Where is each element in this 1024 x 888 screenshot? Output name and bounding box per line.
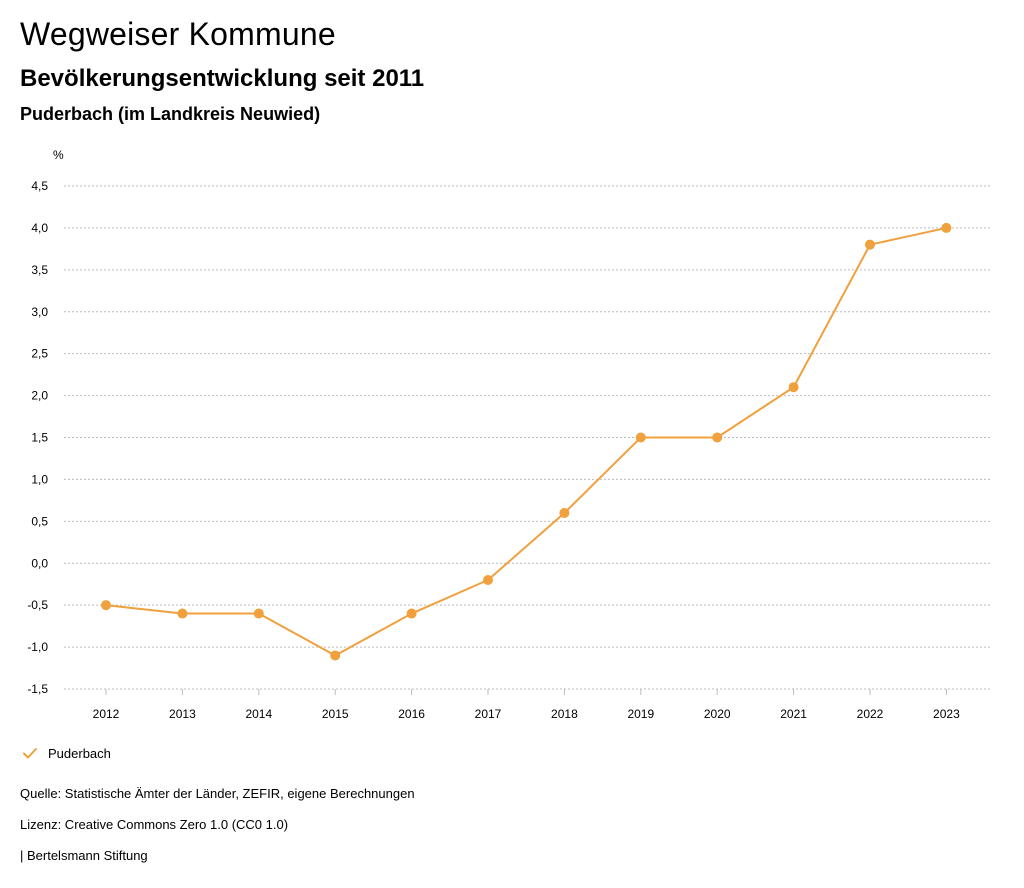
x-tick-label: 2016 — [398, 707, 425, 721]
legend[interactable]: Puderbach — [22, 745, 111, 761]
checkmark-icon — [23, 748, 37, 759]
data-point[interactable] — [712, 432, 723, 443]
y-tick-label: 0,5 — [31, 514, 48, 528]
data-point[interactable] — [788, 382, 799, 393]
x-tick-label: 2017 — [475, 707, 502, 721]
y-tick-label: 0,0 — [31, 556, 48, 570]
y-tick-label: 3,0 — [31, 305, 48, 319]
license-note: Lizenz: Creative Commons Zero 1.0 (CC0 1… — [20, 817, 289, 832]
data-point[interactable] — [635, 432, 646, 443]
y-tick-label: -1,5 — [27, 682, 48, 696]
x-tick-label: 2018 — [551, 707, 578, 721]
data-point[interactable] — [253, 608, 264, 619]
data-point[interactable] — [559, 507, 570, 518]
data-point[interactable] — [330, 650, 341, 661]
y-tick-label: 1,0 — [31, 472, 48, 486]
x-tick-label: 2021 — [780, 707, 807, 721]
x-tick-label: 2023 — [933, 707, 960, 721]
legend-item-label: Puderbach — [48, 745, 111, 761]
publisher-note: | Bertelsmann Stiftung — [20, 848, 148, 863]
chart-subtitle: Bevölkerungsentwicklung seit 2011 — [20, 65, 425, 92]
data-point[interactable] — [101, 600, 111, 611]
y-tick-label: -1,0 — [27, 640, 48, 654]
y-axis-tick-labels: 4,5 4,0 3,5 3,0 2,5 2,0 1,5 1,0 0,5 0,0 -0,5 -1,0 -1… — [27, 179, 48, 696]
y-axis-unit-label: % — [53, 148, 64, 162]
x-axis-tick-labels: 2012 2013 2014 2015 2016 2017 2018 2019 2020 2021… — [93, 689, 960, 721]
y-tick-label: 3,5 — [31, 263, 48, 277]
x-tick-label: 2014 — [245, 707, 272, 721]
y-tick-label: 1,5 — [31, 431, 48, 445]
page-title: Wegweiser Kommune — [20, 16, 336, 52]
series-puderbach — [101, 222, 952, 661]
series-line — [105, 226, 947, 657]
x-tick-label: 2019 — [627, 707, 654, 721]
x-tick-label: 2022 — [857, 707, 884, 721]
data-point[interactable] — [177, 608, 188, 619]
line-chart: 4,5 4,0 3,5 3,0 2,5 2,0 1,5 1,0 0,5 0,0 -0,5 -1,0 -1… — [27, 148, 990, 721]
source-note: Quelle: Statistische Ämter der Länder, Z… — [20, 786, 415, 801]
region-label: Puderbach (im Landkreis Neuwied) — [20, 104, 321, 124]
data-point[interactable] — [865, 239, 875, 250]
data-point[interactable] — [483, 575, 493, 586]
data-point[interactable] — [406, 608, 417, 619]
y-tick-label: 4,0 — [31, 221, 48, 235]
y-tick-label: -0,5 — [27, 598, 48, 612]
x-tick-label: 2013 — [169, 707, 196, 721]
x-tick-label: 2020 — [704, 707, 731, 721]
data-point[interactable] — [941, 222, 952, 233]
x-tick-label: 2012 — [93, 707, 120, 721]
y-tick-label: 4,5 — [31, 179, 48, 193]
y-tick-label: 2,0 — [31, 389, 48, 403]
x-tick-label: 2015 — [322, 707, 349, 721]
y-tick-label: 2,5 — [31, 347, 48, 361]
